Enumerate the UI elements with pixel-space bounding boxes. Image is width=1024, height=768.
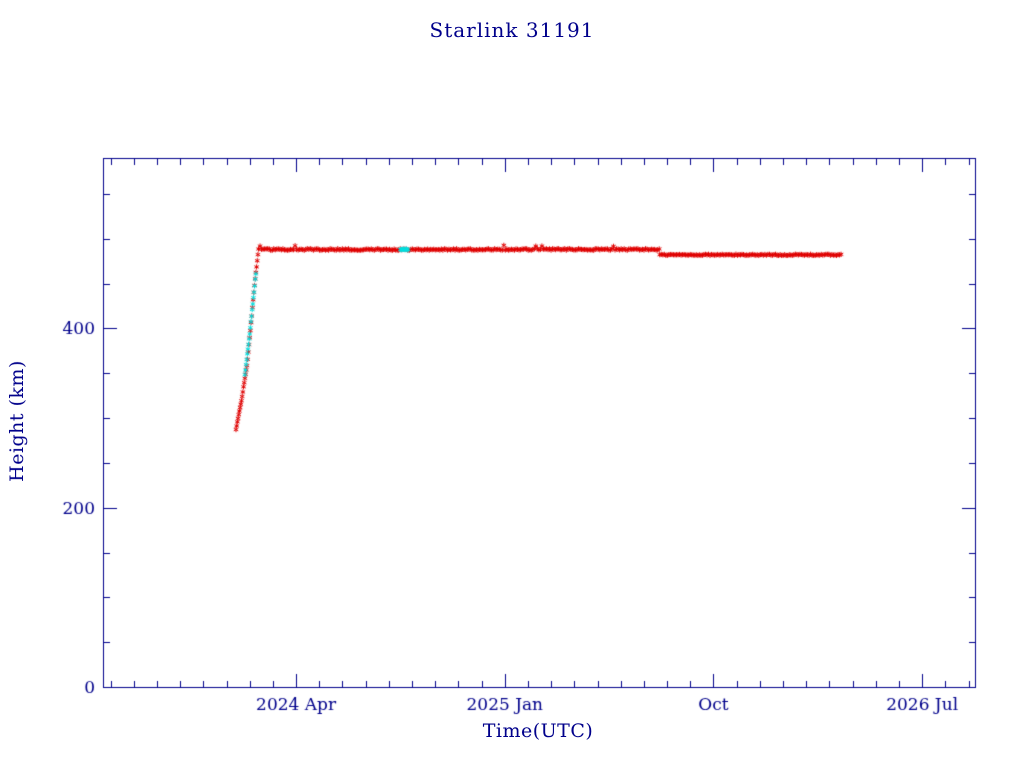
- x-axis-label: Time(UTC): [482, 720, 594, 742]
- chart-title: Starlink 31191: [429, 18, 595, 42]
- y-axis-label: Height (km): [6, 360, 28, 482]
